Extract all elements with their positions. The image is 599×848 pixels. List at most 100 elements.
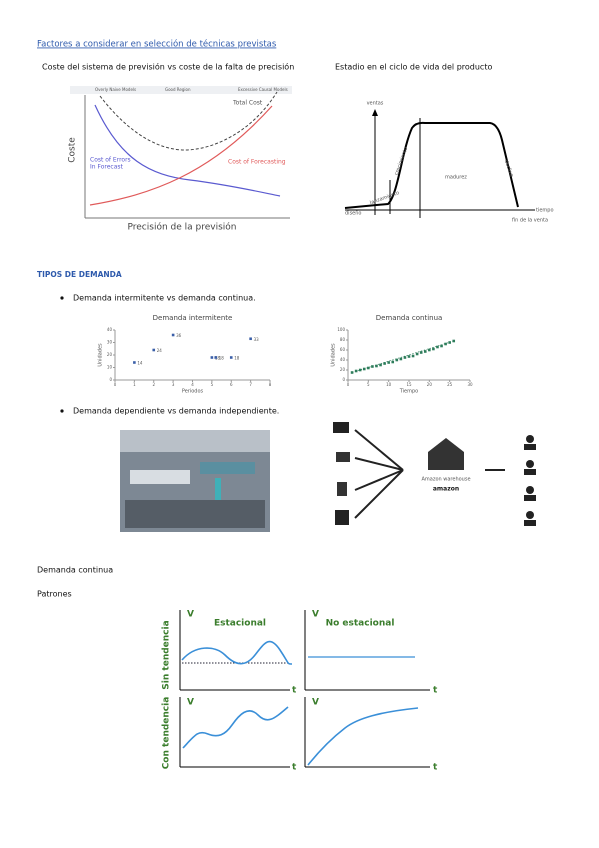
axis-v: V (312, 698, 319, 708)
point (210, 356, 214, 359)
point (452, 339, 456, 343)
point (399, 357, 403, 361)
point (428, 348, 431, 352)
point (448, 341, 451, 344)
warehouse-diagram: Amazon warehouse amazon (333, 422, 536, 526)
caption: Estadio en el ciclo de vida del producto (335, 63, 492, 72)
bullet-text: Demanda intermitente vs demanda continua… (73, 294, 256, 303)
warehouse-icon (428, 438, 464, 470)
point (249, 337, 252, 341)
people (524, 435, 536, 526)
link[interactable]: Factores a considerar en selección de té… (37, 39, 277, 50)
row-title: Sin tendencia (162, 620, 172, 689)
bullet (60, 296, 64, 300)
caption: Coste del sistema de previsión vs coste … (42, 62, 294, 72)
paragraph: Demanda continua (37, 566, 113, 575)
point (171, 333, 175, 337)
data-label: 36 (176, 333, 182, 338)
zone-label: Overly Naive Models (95, 87, 136, 92)
data-label: 18 (219, 356, 225, 361)
x-tick-label: 7 (249, 382, 252, 387)
arrows (354, 429, 505, 519)
x-tick-label: 2 (152, 382, 155, 387)
photo-part (200, 462, 255, 474)
axis-t: t (433, 686, 438, 696)
x-tick-label: 6 (230, 382, 233, 387)
x-tick-label: 1 (133, 382, 136, 387)
axis-t: t (292, 763, 297, 773)
x-tick-label: 25 (447, 382, 453, 387)
y-tick-label: 0 (109, 377, 112, 382)
paragraph: Patrones (37, 590, 72, 599)
y-label: ventas (367, 101, 384, 107)
point (403, 356, 407, 359)
x-tick-label: 30 (467, 382, 473, 387)
point (375, 364, 378, 368)
point (440, 344, 443, 348)
y-tick-label: 20 (107, 352, 113, 357)
axis-v: V (312, 610, 319, 620)
point (436, 345, 439, 349)
label: Total Cost (232, 100, 263, 107)
zone-label: Good Region (165, 87, 191, 92)
axis-t: t (292, 686, 297, 696)
point (391, 360, 395, 364)
y-tick-label: 80 (340, 337, 346, 342)
x-tick-label: 20 (427, 382, 433, 387)
y-tick-label: 60 (340, 347, 346, 352)
x-tick-label: 5 (211, 382, 214, 387)
point (354, 369, 358, 373)
y-tick-label: 30 (107, 340, 113, 345)
x-label: tiempo (536, 208, 554, 214)
point (214, 356, 218, 359)
y-label: Coste (68, 137, 78, 163)
x-tick-label: 3 (172, 382, 175, 387)
column-title: No estacional (326, 619, 395, 629)
point (407, 355, 411, 358)
point (133, 361, 136, 364)
point (358, 368, 362, 372)
point (423, 350, 427, 353)
point (383, 362, 386, 365)
data-label: 18 (234, 356, 240, 361)
life-curve (344, 121, 519, 209)
point (419, 351, 423, 354)
point (387, 361, 390, 364)
label: In Forecast (90, 164, 124, 171)
label: amazon (433, 486, 459, 493)
forecast-curve (89, 105, 273, 206)
stage: fin de la venta (512, 218, 548, 224)
bullet-text: Demanda dependiente vs demanda independi… (73, 407, 279, 416)
section-title: TIPOS DE DEMANDA (37, 270, 122, 279)
point (444, 342, 447, 346)
zone-label: Excessive Causal Models (238, 87, 288, 92)
y-label: Unidades (331, 343, 337, 367)
bullet (60, 409, 64, 413)
x-tick-label: 0 (114, 382, 117, 387)
point (152, 348, 156, 352)
point (229, 356, 233, 359)
point (411, 354, 415, 358)
zone-strip (70, 86, 292, 94)
point (367, 366, 370, 370)
stage: diseño (345, 211, 361, 217)
factory-photo (120, 430, 270, 532)
point (415, 352, 419, 356)
data-label: 33 (254, 337, 260, 342)
total-curve (99, 91, 278, 151)
label: Cost of Errors (90, 157, 131, 164)
axis-v: V (187, 698, 194, 708)
point (362, 367, 366, 371)
error-curve (94, 104, 281, 197)
stage: madurez (445, 175, 467, 181)
life-cycle: ventas tiempo diseño lanzamiento crecimi… (344, 101, 554, 224)
photo-ceiling (120, 430, 270, 452)
icon (333, 422, 349, 433)
x-label: Tiempo (399, 389, 418, 395)
y-tick-label: 100 (337, 327, 345, 332)
icon (336, 452, 350, 462)
seasonal-curve (181, 640, 293, 665)
axes (179, 610, 430, 768)
chart-title: Demanda continua (376, 314, 443, 322)
x-label: Periodos (182, 389, 204, 395)
